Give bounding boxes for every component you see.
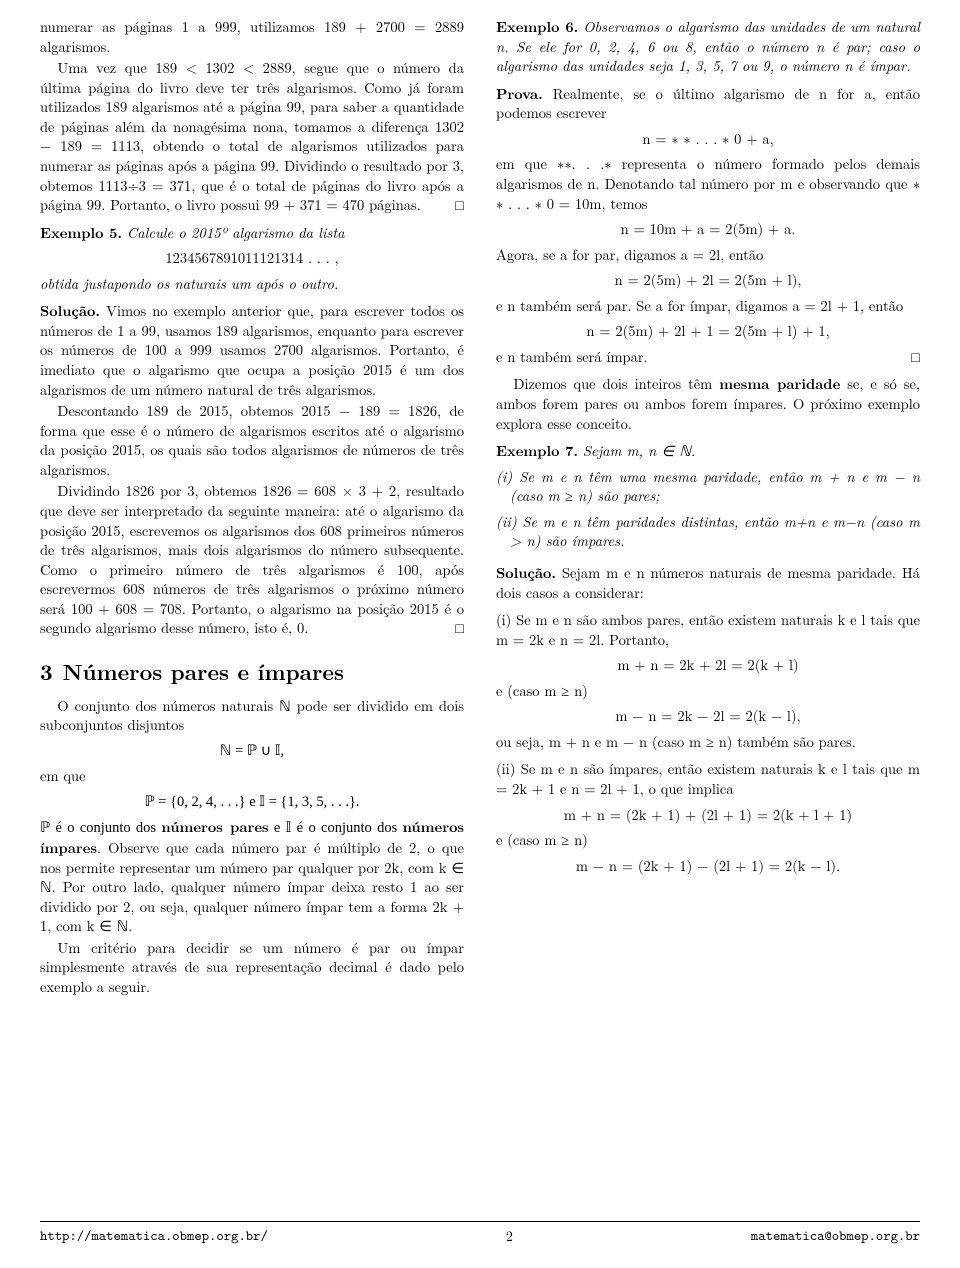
example-label: Exemplo 7. — [496, 441, 578, 461]
equation: n = 10m + a = 2(5m) + a. — [496, 220, 920, 240]
para: Um critério para decidir se um número é … — [40, 939, 464, 998]
footer: http://matematica.obmep.org.br/ 2 matema… — [40, 1227, 920, 1246]
example-label: Exemplo 5. — [40, 223, 122, 243]
example-5-tail: obtida justapondo os naturais um após o … — [40, 275, 464, 295]
equation: n = 2(5m) + 2l = 2(5m + l), — [496, 271, 920, 291]
text: Uma vez que 189 < 1302 < 2889, segue que… — [40, 58, 464, 215]
right-column: Exemplo 6. Observamos o algarismo das un… — [496, 18, 920, 1188]
para: e n também será par. Se a for ímpar, dig… — [496, 297, 920, 317]
equation: m + n = 2k + 2l = 2(k + l) — [496, 656, 920, 676]
example-body: Sejam m, n ∈ ℕ. — [583, 441, 695, 461]
text: e 𝕀 é o conjunto dos — [269, 820, 403, 836]
example-7-heading: Exemplo 7. Sejam m, n ∈ ℕ. — [496, 442, 920, 462]
page-number: 2 — [506, 1227, 513, 1246]
example-7-item-i: (i) Se m e n têm uma mesma paridade, ent… — [510, 468, 920, 507]
case-i: (i) Se m e n são ambos pares, então exis… — [496, 611, 920, 650]
para: ou seja, m + n e m − n (caso m ≥ n) tamb… — [496, 733, 920, 753]
equation: ℕ = ℙ ∪ 𝕀, — [40, 742, 464, 762]
para: Agora, se a for par, digamos a = 2l, ent… — [496, 246, 920, 266]
example-body: Calcule o 2015º algarismo da lista — [127, 223, 345, 243]
equation: n = ∗ ∗ . . . ∗ 0 + a, — [496, 130, 920, 150]
footer-rule — [40, 1221, 920, 1222]
example-5-sequence: 1234567891011121314 . . . , — [40, 249, 464, 269]
equation: m − n = (2k + 1) − (2l + 1) = 2(k − l). — [496, 857, 920, 877]
equation: m + n = (2k + 1) + (2l + 1) = 2(k + l + … — [496, 806, 920, 826]
text: Sejam m e n números naturais de mesma pa… — [496, 563, 920, 603]
text: Vimos no exemplo anterior que, para escr… — [40, 301, 464, 399]
section-number: 3 — [40, 656, 53, 687]
para: Uma vez que 189 < 1302 < 2889, segue que… — [40, 59, 464, 216]
bold-term: números pares — [161, 817, 268, 837]
text: Dizemos que dois inteiros têm — [513, 374, 719, 394]
para: e n também será ímpar. □ — [496, 348, 920, 368]
para: Descontando 189 de 2015, obtemos 2015 − … — [40, 402, 464, 480]
para: em que — [40, 767, 464, 787]
para: Dizemos que dois inteiros têm mesma pari… — [496, 375, 920, 434]
para: e (caso m ≥ n) — [496, 682, 920, 702]
section-3-heading: 3 Números pares e ímpares — [40, 657, 464, 687]
solution-label: Solução. — [496, 563, 556, 583]
solution-label: Solução. — [40, 301, 100, 321]
example-label: Exemplo 6. — [496, 17, 578, 37]
proof-label: Prova. — [496, 84, 543, 104]
text: ℙ é o conjunto dos — [40, 820, 161, 836]
para: em que ∗∗. . .∗ representa o número form… — [496, 155, 920, 214]
example-5-heading: Exemplo 5. Calcule o 2015º algarismo da … — [40, 224, 464, 244]
proof: Prova. Realmente, se o último algarismo … — [496, 85, 920, 124]
two-column-layout: numerar as páginas 1 a 999, utilizamos 1… — [40, 18, 920, 1188]
para: ℙ é o conjunto dos números pares e 𝕀 é o… — [40, 818, 464, 936]
text: e n também será ímpar. — [496, 347, 648, 367]
text: Dividindo 1826 por 3, obtemos 1826 = 608… — [40, 481, 464, 638]
equation: ℙ = {0, 2, 4, . . .} e 𝕀 = {1, 3, 5, . .… — [40, 793, 464, 813]
para: Dividindo 1826 por 3, obtemos 1826 = 608… — [40, 482, 464, 639]
example-7-item-ii: (ii) Se m e n têm paridades distintas, e… — [510, 513, 920, 552]
section-title: Números pares e ímpares — [63, 656, 344, 687]
bold-term: mesma paridade — [719, 374, 840, 394]
example-6-heading: Exemplo 6. Observamos o algarismo das un… — [496, 18, 920, 77]
para: O conjunto dos números naturais ℕ pode s… — [40, 697, 464, 736]
para: numerar as páginas 1 a 999, utilizamos 1… — [40, 18, 464, 57]
case-ii: (ii) Se m e n são ímpares, então existem… — [496, 760, 920, 799]
equation: m − n = 2k − 2l = 2(k − l), — [496, 707, 920, 727]
footer-url: http://matematica.obmep.org.br/ — [40, 1227, 268, 1246]
footer-email: matematica@obmep.org.br — [751, 1227, 920, 1246]
solution-7: Solução. Sejam m e n números naturais de… — [496, 564, 920, 603]
qed-box: □ — [911, 348, 920, 368]
text: Realmente, se o último algarismo de n fo… — [496, 84, 920, 124]
qed-box: □ — [438, 196, 464, 216]
text: . Observe que cada número par é múltiplo… — [40, 838, 464, 936]
equation: n = 2(5m) + 2l + 1 = 2(5m + l) + 1, — [496, 322, 920, 342]
solution-5: Solução. Vimos no exemplo anterior que, … — [40, 302, 464, 400]
para: e (caso m ≥ n) — [496, 831, 920, 851]
qed-box: □ — [438, 619, 464, 639]
left-column: numerar as páginas 1 a 999, utilizamos 1… — [40, 18, 464, 1188]
